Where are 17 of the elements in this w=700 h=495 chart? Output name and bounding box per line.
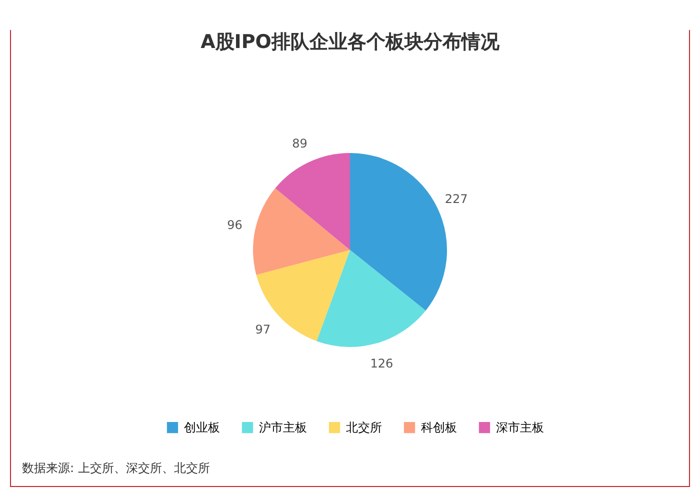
pie-slice [316, 250, 426, 347]
pie-slice [350, 153, 447, 311]
data-label: 89 [292, 136, 308, 150]
data-label: 96 [227, 218, 242, 232]
legend-label: 科创板 [421, 420, 457, 435]
chart-title: A股IPO排队企业各个板块分布情况 [200, 31, 500, 53]
source-note: 数据来源: 上交所、深交所、北交所 [22, 460, 210, 477]
data-label: 227 [444, 192, 468, 206]
data-label: 97 [255, 322, 270, 337]
legend-label: 创业板 [184, 420, 220, 435]
legend-label: 沪市主板 [259, 420, 307, 435]
pie-slice [256, 250, 350, 342]
legend-label: 北交所 [346, 420, 382, 435]
legend-label: 深市主板 [496, 420, 544, 435]
pie-slice [275, 153, 350, 250]
data-label: 126 [370, 356, 394, 371]
pie-slice [253, 188, 350, 275]
